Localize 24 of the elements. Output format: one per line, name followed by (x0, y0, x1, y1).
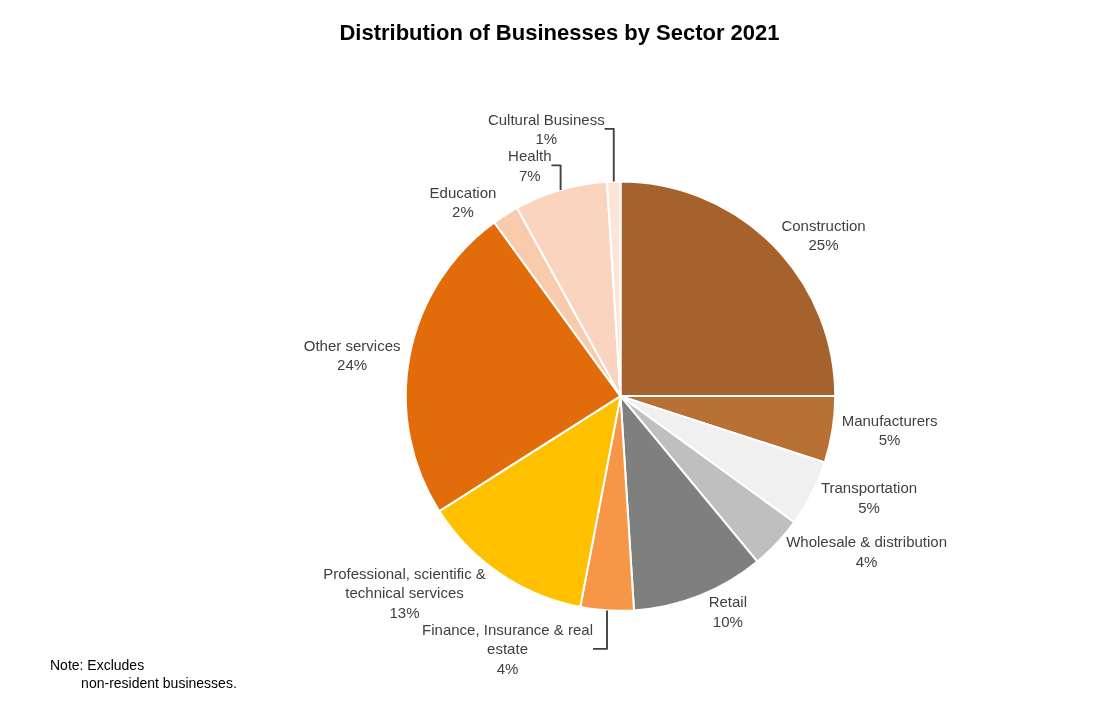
slice-label: Health (508, 147, 552, 165)
data-label: 5% (878, 431, 901, 449)
data-label: 5% (858, 498, 880, 516)
data-label: 25% (808, 236, 839, 254)
slice-label: Finance, Insurance & real estate (422, 620, 594, 658)
slice-label: Professional, scientific & technical services (323, 564, 486, 602)
slice-label: Manufacturers (841, 411, 938, 429)
slice-label: Construction (781, 216, 866, 234)
data-label: 1% (535, 130, 558, 148)
data-label: 4% (855, 552, 878, 570)
text: Note: Excludes non-resident businesses. (50, 657, 237, 692)
slice-label: Retail (708, 593, 748, 611)
data-label: 7% (518, 166, 541, 184)
data-label: 13% (389, 603, 420, 621)
slice-label: Transportation (820, 479, 918, 497)
data-label: 24% (337, 356, 368, 374)
slice-label: Education (429, 183, 497, 201)
slice-label: Cultural Business (487, 110, 605, 128)
slice-label: Wholesale & distribution (786, 533, 948, 551)
chart-title: Distribution of Businesses by Sector 2021 (339, 20, 780, 46)
data-label: 10% (712, 612, 743, 630)
data-label: 4% (496, 659, 519, 677)
slice-label: Other services (303, 336, 401, 354)
data-label: 2% (452, 203, 474, 221)
